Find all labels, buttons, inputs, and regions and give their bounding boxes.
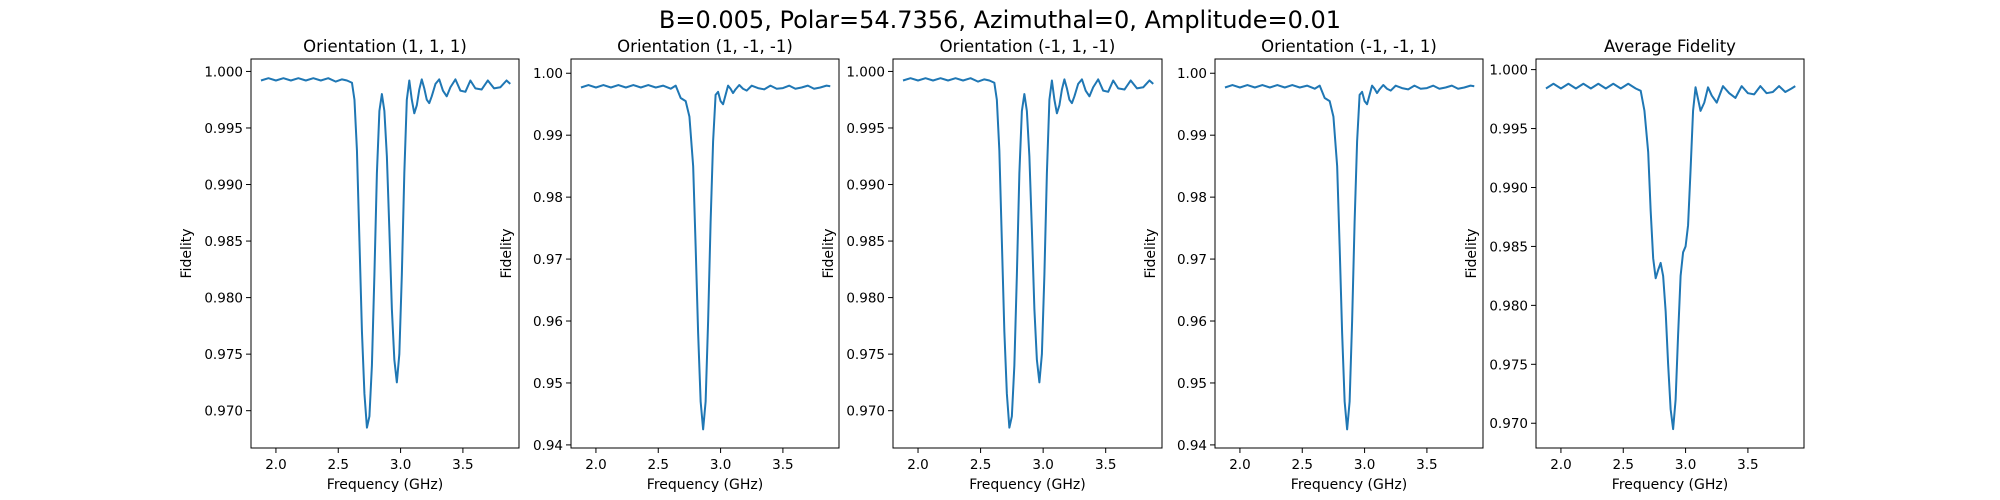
y-tick-label: 0.990 [1489, 180, 1528, 196]
y-tick-label: 0.94 [533, 438, 563, 454]
subplot-title: Orientation (1, -1, -1) [617, 37, 793, 56]
y-axis-label: Fidelity [179, 229, 195, 279]
y-tick-label: 1.000 [846, 64, 885, 80]
y-tick-label: 0.95 [533, 376, 563, 392]
y-tick-label: 0.94 [1177, 438, 1207, 454]
y-tick-label: 0.97 [533, 252, 563, 268]
subplot-title: Orientation (1, 1, 1) [303, 37, 467, 56]
x-tick-label: 3.5 [452, 457, 473, 473]
x-tick-label: 3.0 [1354, 457, 1375, 473]
x-tick-label: 3.5 [1737, 457, 1758, 473]
subplot-title: Orientation (-1, -1, 1) [1261, 37, 1437, 56]
x-tick-label: 2.5 [970, 457, 991, 473]
plot-frame [1535, 58, 1805, 449]
y-tick-label: 0.980 [846, 291, 885, 307]
plot-frame [570, 58, 840, 449]
x-tick-label: 2.0 [265, 457, 286, 473]
plot-frame [892, 58, 1163, 449]
x-tick-label: 3.0 [710, 457, 731, 473]
x-axis-label: Frequency (GHz) [969, 477, 1085, 493]
y-tick-label: 0.95 [1177, 376, 1207, 392]
plot-frame [250, 58, 520, 449]
y-axis-label: Fidelity [1464, 229, 1480, 279]
x-tick-label: 3.5 [1416, 457, 1437, 473]
series-line [580, 84, 831, 431]
y-tick-label: 0.975 [846, 347, 885, 363]
y-tick-label: 0.975 [1489, 357, 1528, 373]
subplot-title: Average Fidelity [1604, 37, 1736, 56]
y-axis-label: Fidelity [1143, 229, 1159, 279]
figure-suptitle: B=0.005, Polar=54.7356, Azimuthal=0, Amp… [659, 6, 1341, 34]
y-axis-label: Fidelity [499, 229, 515, 279]
subplot-title: Orientation (-1, 1, -1) [940, 37, 1116, 56]
y-tick-label: 0.985 [1489, 239, 1528, 255]
y-tick-label: 0.980 [204, 291, 243, 307]
y-tick-label: 0.96 [1177, 314, 1207, 330]
y-tick-label: 1.00 [1177, 66, 1207, 82]
series-line [260, 77, 511, 429]
x-tick-label: 3.0 [1675, 457, 1696, 473]
y-tick-label: 0.995 [1489, 122, 1528, 138]
y-tick-label: 1.000 [204, 64, 243, 80]
subplot-4: 2.0 2.5 3.0 3.5 0.94 0.95 0.96 0.97 0.98 0.99 1.00… [1143, 37, 1484, 493]
y-tick-label: 0.98 [533, 190, 563, 206]
subplot-3: 2.0 2.5 3.0 3.5 0.970 0.975 0.980 0.985 0.990 0.9… [821, 37, 1163, 493]
y-tick-label: 0.995 [204, 121, 243, 137]
x-tick-label: 2.0 [1550, 457, 1571, 473]
x-tick-label: 2.0 [585, 457, 606, 473]
y-tick-label: 0.985 [204, 234, 243, 250]
x-tick-label: 3.5 [772, 457, 793, 473]
x-tick-label: 2.5 [1613, 457, 1634, 473]
y-tick-label: 0.970 [846, 404, 885, 420]
series-line [1224, 84, 1475, 431]
x-tick-label: 2.5 [1292, 457, 1313, 473]
subplot-2: 2.0 2.5 3.0 3.5 0.94 0.95 0.96 0.97 0.98 0.99 1.00… [499, 37, 840, 493]
y-tick-label: 0.990 [204, 178, 243, 194]
subplot-5: 2.0 2.5 3.0 3.5 0.970 0.975 0.980 0.985 0.990 0.9… [1464, 37, 1805, 493]
x-axis-label: Frequency (GHz) [327, 477, 443, 493]
subplot-1: 2.0 2.5 3.0 3.5 0.970 0.975 0.980 0.985 0.990 0.9… [179, 37, 520, 493]
y-tick-label: 1.00 [533, 66, 563, 82]
x-tick-label: 3.5 [1095, 457, 1116, 473]
y-tick-label: 0.97 [1177, 252, 1207, 268]
x-tick-label: 2.0 [907, 457, 928, 473]
x-tick-label: 2.5 [328, 457, 349, 473]
y-tick-label: 0.96 [533, 314, 563, 330]
y-tick-label: 0.99 [1177, 128, 1207, 144]
y-tick-label: 0.975 [204, 347, 243, 363]
y-tick-label: 0.980 [1489, 298, 1528, 314]
y-tick-label: 0.985 [846, 234, 885, 250]
x-axis-label: Frequency (GHz) [1291, 477, 1407, 493]
y-tick-label: 0.970 [204, 404, 243, 420]
x-tick-label: 2.5 [648, 457, 669, 473]
x-tick-label: 3.0 [390, 457, 411, 473]
x-tick-label: 2.0 [1229, 457, 1250, 473]
x-axis-label: Frequency (GHz) [1612, 477, 1728, 493]
y-tick-label: 0.970 [1489, 416, 1528, 432]
x-tick-label: 3.0 [1032, 457, 1053, 473]
series-line [902, 77, 1154, 429]
y-tick-label: 0.995 [846, 121, 885, 137]
y-axis-label: Fidelity [821, 229, 837, 279]
series-line [1545, 82, 1796, 431]
x-axis-label: Frequency (GHz) [647, 477, 763, 493]
y-tick-label: 0.99 [533, 128, 563, 144]
y-tick-label: 0.98 [1177, 190, 1207, 206]
y-tick-label: 0.990 [846, 178, 885, 194]
plot-frame [1214, 58, 1484, 449]
y-tick-label: 1.000 [1489, 63, 1528, 79]
